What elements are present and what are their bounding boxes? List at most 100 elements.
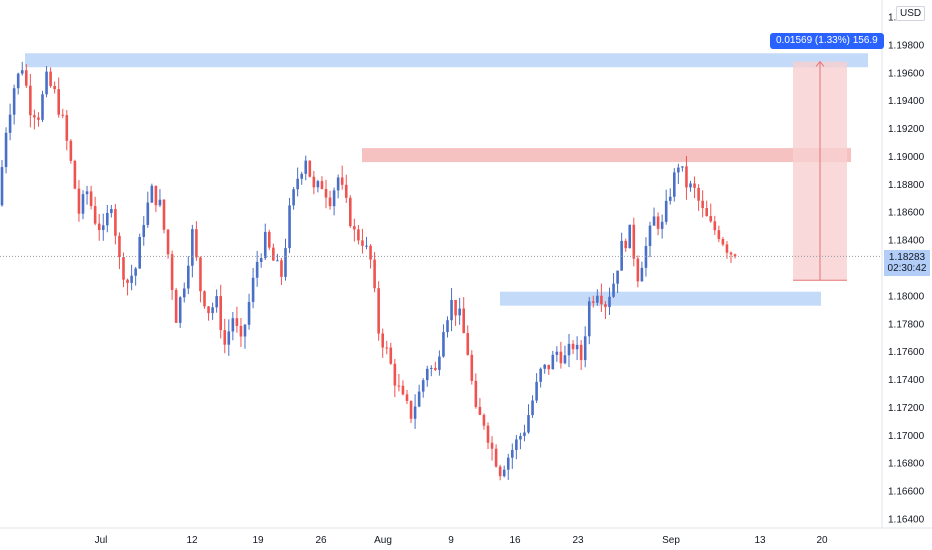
candle-body [296, 178, 299, 190]
candle-body [251, 277, 255, 302]
candle-body [106, 212, 109, 226]
candle-body [336, 177, 340, 191]
candle-body [328, 197, 332, 207]
candle-body [523, 432, 526, 436]
x-tick-label: 23 [572, 535, 584, 546]
zone-resistance-top[interactable] [25, 53, 868, 68]
candle-body [547, 364, 551, 370]
candle-body [705, 208, 708, 217]
bar-countdown: 02:30:42 [887, 263, 927, 274]
candle-body [81, 194, 85, 214]
candle-body [187, 265, 190, 289]
candle-body [365, 245, 368, 247]
y-tick-label: 1.17600 [888, 347, 925, 358]
candle-body [567, 343, 571, 356]
candle-body [114, 209, 117, 236]
candle-body [551, 354, 555, 370]
candle-body [37, 117, 40, 120]
candle-body [247, 301, 251, 325]
candle-body [259, 258, 263, 262]
time-axis[interactable]: Jul 12 19 26 Aug 9 16 23 Sep 13 20 [95, 535, 828, 546]
candle-body [288, 205, 291, 249]
candle-body [255, 261, 259, 278]
candle-body [701, 200, 704, 209]
zone-resistance-mid[interactable] [362, 148, 851, 163]
candle-body [474, 380, 478, 407]
candle-body [425, 368, 429, 381]
x-tick-label: 9 [448, 535, 454, 546]
y-tick-label: 1.17800 [888, 319, 925, 330]
candle-body [668, 196, 672, 201]
candle-body [25, 70, 28, 86]
candle-body [515, 439, 518, 450]
candle-body [478, 406, 482, 415]
candle-body [61, 114, 65, 116]
candle-body [636, 258, 640, 282]
y-tick-label: 1.18600 [888, 208, 925, 219]
candle-body [69, 140, 73, 161]
candle-body [413, 406, 417, 419]
candle-body [77, 188, 81, 214]
candle-body [243, 324, 247, 337]
candle-body [450, 300, 453, 321]
candle-body [717, 230, 721, 240]
candle-body [559, 351, 563, 364]
candle-body [166, 229, 170, 255]
candle-body [677, 167, 680, 173]
y-tick-label: 1.19800 [888, 40, 925, 51]
candle-body [8, 114, 12, 133]
candle-body [312, 176, 316, 188]
candle-body [681, 166, 684, 168]
zone-support[interactable] [500, 291, 821, 306]
candle-body [393, 363, 397, 386]
measure-tool[interactable] [793, 60, 847, 281]
candle-body [600, 295, 603, 305]
candle-body [174, 289, 178, 323]
candle-body [65, 115, 69, 141]
candle-body [405, 394, 409, 401]
candle-body [223, 330, 227, 345]
candle-body [466, 333, 470, 355]
candle-body [227, 331, 231, 345]
candle-body [29, 85, 32, 116]
candle-body [377, 288, 380, 334]
candle-body [725, 244, 729, 253]
candle-body [191, 229, 194, 266]
candle-body [73, 160, 77, 189]
candle-body [320, 181, 324, 189]
candle-body [713, 221, 717, 231]
candle-body [344, 184, 348, 198]
candle-body [685, 166, 688, 188]
candle-body [134, 268, 137, 276]
candle-body [199, 257, 202, 292]
last-price-value: 1.18283 [888, 252, 926, 263]
x-tick-label: 19 [252, 535, 264, 546]
y-tick-label: 1.19600 [888, 68, 925, 79]
candle-body [592, 301, 595, 303]
candle-body [369, 245, 372, 260]
candle-body [142, 224, 146, 237]
candle-body [446, 320, 449, 333]
candle-body [417, 391, 421, 407]
candle-body [608, 296, 611, 308]
candle-body [632, 224, 636, 259]
y-tick-label: 1.17000 [888, 431, 925, 442]
candle-body [276, 260, 279, 262]
currency-badge[interactable]: USD [896, 6, 926, 21]
candle-body [41, 94, 44, 120]
candle-body [430, 367, 433, 369]
candle-body [535, 381, 538, 401]
candle-body [49, 71, 52, 86]
candle-body [182, 288, 186, 298]
candle-body [709, 216, 713, 222]
candle-body [332, 190, 336, 207]
candle-body [486, 425, 490, 443]
candle-body [284, 248, 287, 277]
candle-body [563, 355, 567, 364]
candle-body [53, 85, 56, 90]
candle-body [511, 449, 514, 458]
candle-body [20, 70, 24, 74]
candle-body [162, 199, 166, 230]
y-tick-label: 1.16800 [888, 459, 925, 470]
